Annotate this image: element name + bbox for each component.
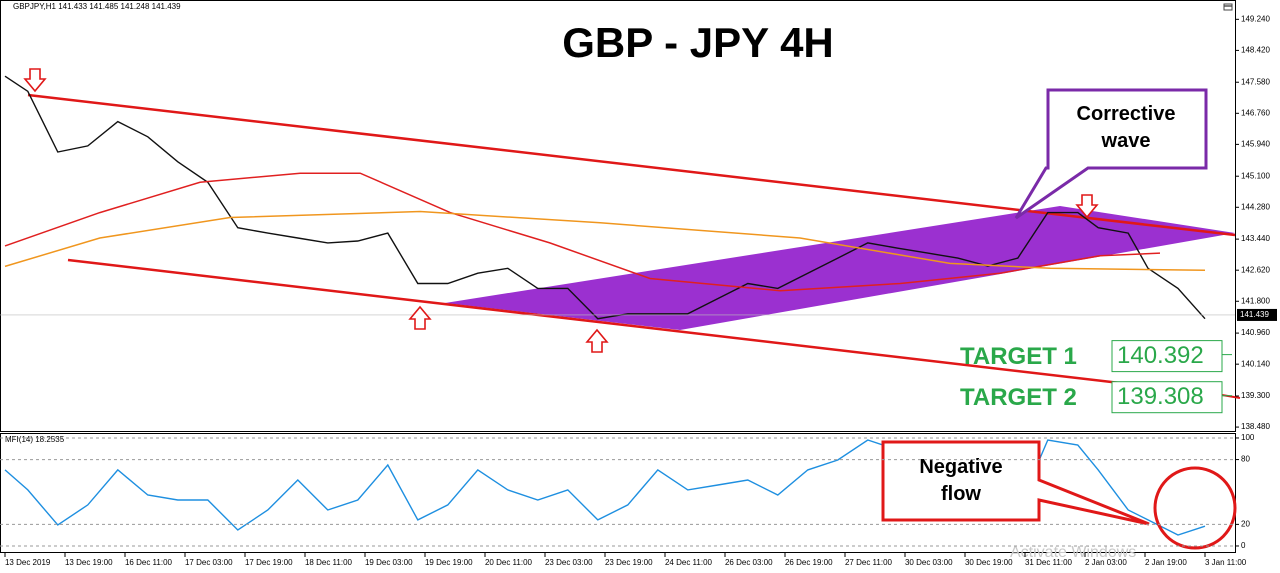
x-tick-label: 3 Jan 11:00 [1205,558,1247,567]
chart-title: GBP - JPY 4H [562,19,834,66]
watermark: Activate Windows [1010,544,1136,561]
arrow-down [23,68,47,93]
highlight-circle [1153,466,1237,550]
x-tick-label: 20 Dec 11:00 [485,558,533,567]
y-tick-label: 148.420 [1241,46,1270,55]
x-tick-label: 23 Dec 19:00 [605,558,653,567]
price-panel [0,0,1236,432]
y-tick-label: 147.580 [1241,77,1270,86]
window-control [1223,3,1233,11]
x-tick-label: 30 Dec 19:00 [965,558,1013,567]
arrow-up [585,328,609,353]
y-tick-label: 142.620 [1241,265,1270,274]
y-tick-label: 144.280 [1241,202,1270,211]
arrows [23,68,1099,353]
arrow-up [408,305,432,330]
y-tick-label: 145.100 [1241,171,1270,180]
last-price-box [1237,308,1277,321]
callout-negative [881,440,1150,526]
series-line [4,210,1206,271]
y-tick-label: 80 [1241,455,1250,464]
y-tick-label: 143.440 [1241,234,1270,243]
x-tick-label: 18 Dec 11:00 [305,558,353,567]
y-tick-label: 139.300 [1241,391,1270,400]
y-tick-label: 149.240 [1241,14,1270,23]
channel-upper [27,93,1236,237]
arrow-down [1075,194,1099,219]
channel-lower [67,258,1121,385]
x-tick-label: 17 Dec 03:00 [185,558,233,567]
series-line [4,172,1161,292]
target-label: TARGET 1 [960,343,1077,370]
target-value: 139.308 [1117,383,1204,410]
x-tick-label: 26 Dec 19:00 [785,558,833,567]
corrective-channel [445,206,1235,330]
x-tick-label: 23 Dec 03:00 [545,558,593,567]
target-value: 140.392 [1117,342,1204,369]
mfi-title: MFI(14) 18.2535 [5,435,65,444]
x-tick-label: 24 Dec 11:00 [665,558,713,567]
last-price-label: 141.439 [1240,310,1269,319]
x-tick-label: 31 Dec 11:00 [1025,558,1073,567]
callout-text: Negative flow [919,456,1002,505]
y-tick-label: 100 [1241,433,1255,442]
header: GBPJPY,H1 141.433 141.485 141.248 141.43… [13,2,181,11]
y-tick-label: 20 [1241,519,1250,528]
y-tick-label: 140.960 [1241,328,1270,337]
x-tick-label: 26 Dec 03:00 [725,558,773,567]
mfi-panel [0,433,1236,553]
y-tick-label: 146.760 [1241,108,1270,117]
series-line [4,75,1206,320]
y-tick-label: 0 [1241,541,1246,550]
x-tick-label: 30 Dec 03:00 [905,558,953,567]
target-label: TARGET 2 [960,384,1077,411]
y-tick-label: 140.140 [1241,359,1270,368]
target-box [1111,340,1223,373]
y-tick-label: 141.800 [1241,296,1270,305]
x-tick-label: 2 Jan 03:00 [1085,558,1127,567]
x-tick-label: 19 Dec 19:00 [425,558,473,567]
callout-text: Corrective wave [1077,103,1176,152]
x-tick-label: 27 Dec 11:00 [845,558,893,567]
x-tick-label: 16 Dec 11:00 [125,558,173,567]
target-box [1111,381,1223,414]
callout-corrective [1014,88,1208,220]
x-tick-label: 19 Dec 03:00 [365,558,413,567]
x-tick-label: 13 Dec 19:00 [65,558,113,567]
y-tick-label: 138.480 [1241,422,1270,431]
y-tick-label: 145.940 [1241,139,1270,148]
x-tick-label: 2 Jan 19:00 [1145,558,1187,567]
x-tick-label: 17 Dec 19:00 [245,558,293,567]
x-tick-label: 13 Dec 2019 [5,558,51,567]
